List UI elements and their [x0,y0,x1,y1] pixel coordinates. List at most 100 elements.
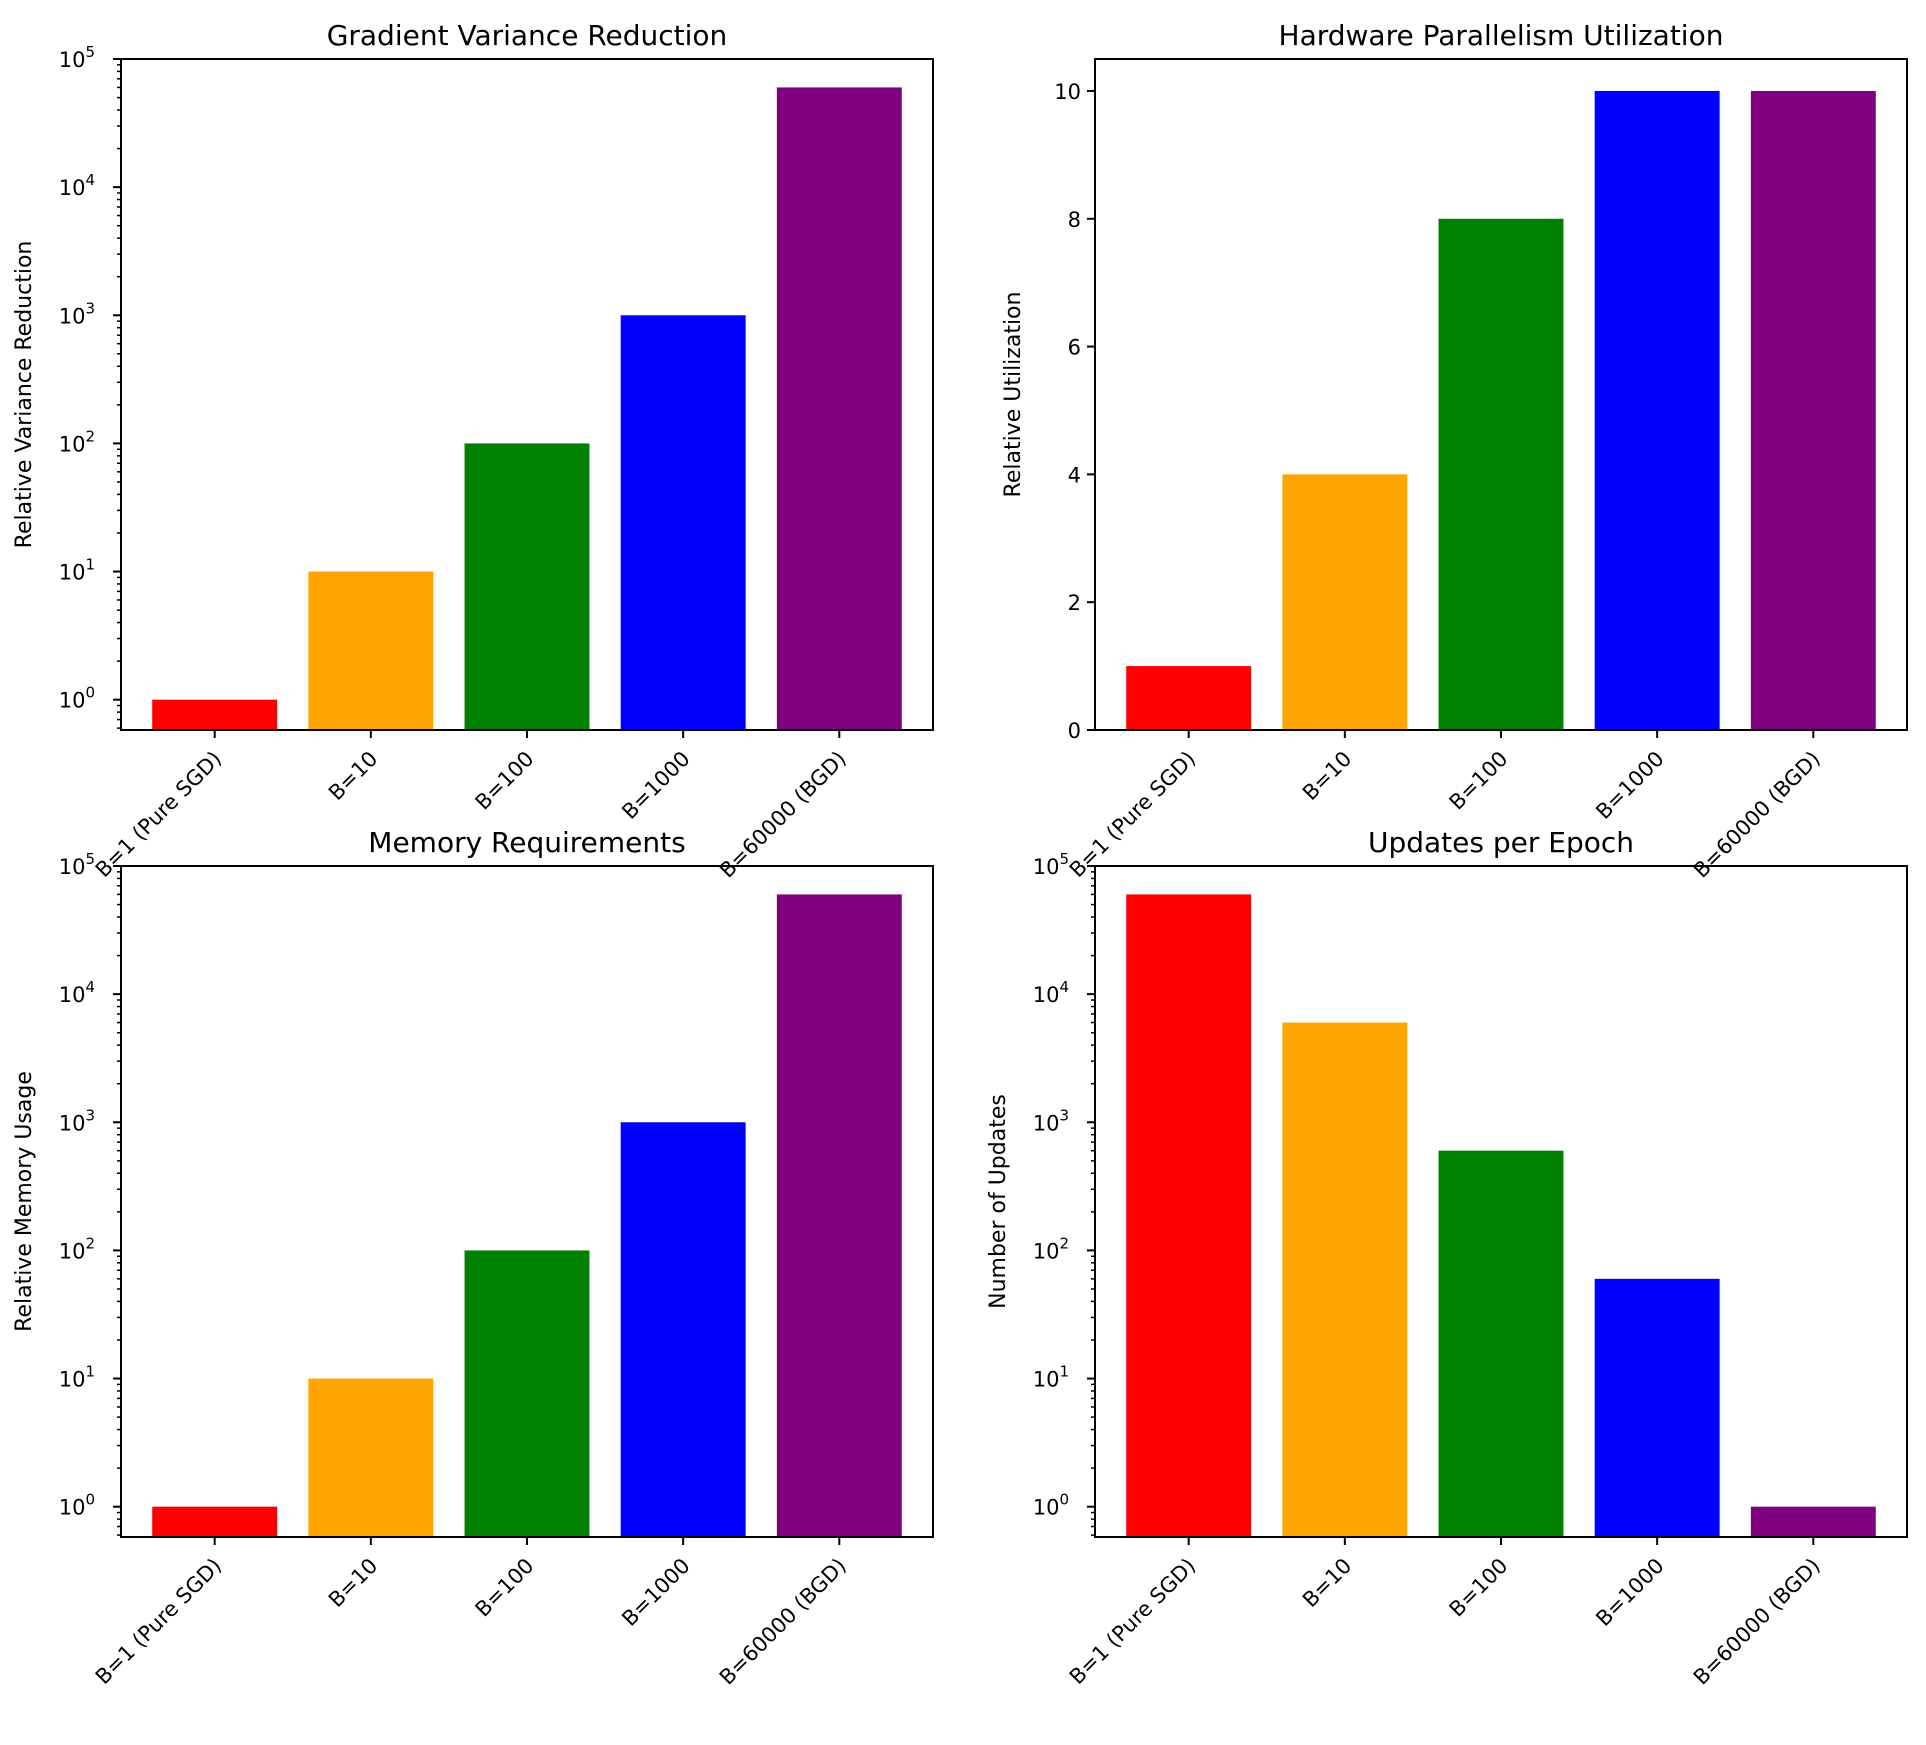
chart-title: Updates per Epoch [1368,826,1634,859]
chart-title: Memory Requirements [368,826,685,859]
y-tick-exponent: 5 [85,43,95,61]
y-tick-base: 10 [1033,855,1060,879]
x-tick-label: B=100 [471,747,539,815]
y-tick-exponent: 3 [85,1106,95,1124]
bar-b-10 [308,571,434,730]
bar-b-1000 [620,1122,746,1537]
y-tick-exponent: 4 [1059,978,1069,996]
y-axis-label: Relative Memory Usage [12,1071,37,1332]
y-tick-label: 8 [1068,208,1081,232]
y-tick-base: 10 [59,48,86,72]
y-tick-exponent: 4 [85,978,95,996]
y-tick-base: 10 [59,304,86,328]
y-tick-exponent: 2 [85,427,95,445]
y-tick-exponent: 0 [1059,1491,1069,1509]
x-tick-label: B=1 (Pure SGD) [91,1554,226,1689]
y-axis-label: Number of Updates [986,1094,1011,1309]
y-tick-base: 10 [59,1368,86,1392]
y-tick-label: 103 [59,1106,95,1135]
y-tick-label: 101 [1033,1363,1069,1392]
chart-title: Hardware Parallelism Utilization [1279,19,1724,52]
y-tick-base: 10 [59,855,86,879]
x-tick-label: B=100 [1445,1554,1513,1622]
bar-b-10 [1282,1022,1408,1537]
y-tick-exponent: 5 [85,850,95,868]
y-tick-label: 102 [1033,1234,1069,1263]
y-tick-base: 10 [59,1111,86,1135]
bar-b-60000-bgd [1750,1506,1876,1537]
bar-b-60000-bgd [776,894,902,1537]
y-tick-base: 10 [59,561,86,585]
x-tick-label: B=10 [324,1554,383,1613]
y-tick-label: 2 [1068,591,1081,615]
y-tick-base: 10 [59,432,86,456]
y-tick-label: 105 [1033,850,1069,879]
bar-b-10 [308,1378,434,1537]
y-tick-base: 10 [1033,1239,1060,1263]
y-tick-base: 10 [1033,983,1060,1007]
y-tick-label: 6 [1068,336,1081,360]
x-tick-label: B=10 [324,747,383,806]
y-axis-label: Relative Utilization [1001,292,1026,498]
y-axis-label: Relative Variance Reduction [12,241,37,549]
y-tick-label: 105 [59,43,95,72]
y-tick-exponent: 3 [85,299,95,317]
x-tick-label: B=100 [1445,747,1513,815]
x-tick-label: B=1000 [1591,747,1668,824]
x-tick-label: B=100 [471,1554,539,1622]
y-tick-base: 10 [59,983,86,1007]
y-tick-base: 10 [59,1496,86,1520]
x-tick-label: B=60000 (BGD) [1689,747,1825,883]
y-tick-label: 104 [1033,978,1069,1007]
bar-b-1000 [1594,90,1720,730]
y-tick-label: 0 [1068,719,1081,743]
bar-b-1-pure-sgd [1126,666,1252,730]
bar-b-60000-bgd [776,87,902,730]
bar-b-1-pure-sgd [152,1506,278,1537]
y-tick-label: 101 [59,1363,95,1392]
y-tick-base: 10 [59,176,86,200]
y-tick-exponent: 2 [85,1234,95,1252]
x-tick-label: B=1000 [1591,1554,1668,1631]
y-tick-label: 103 [59,299,95,328]
y-tick-label: 103 [1033,1106,1069,1135]
y-tick-label: 104 [59,171,95,200]
y-tick-exponent: 0 [85,1491,95,1509]
x-tick-label: B=1000 [617,747,694,824]
y-tick-label: 100 [59,684,95,713]
y-tick-exponent: 0 [85,684,95,702]
y-tick-exponent: 1 [85,1363,95,1381]
y-tick-label: 4 [1068,463,1081,487]
y-tick-label: 100 [1033,1491,1069,1520]
y-tick-exponent: 5 [1059,850,1069,868]
bar-b-1000 [1594,1278,1720,1537]
bar-b-1-pure-sgd [152,699,278,730]
x-tick-label: B=1000 [617,1554,694,1631]
y-tick-label: 101 [59,556,95,585]
y-tick-exponent: 4 [85,171,95,189]
bar-b-60000-bgd [1750,90,1876,730]
y-tick-exponent: 3 [1059,1106,1069,1124]
x-tick-label: B=1 (Pure SGD) [1065,747,1200,882]
y-tick-base: 10 [1033,1111,1060,1135]
x-tick-label: B=1 (Pure SGD) [91,747,226,882]
x-tick-label: B=60000 (BGD) [715,747,851,883]
x-tick-label: B=10 [1298,1554,1357,1613]
y-tick-base: 10 [1033,1496,1060,1520]
y-tick-label: 105 [59,850,95,879]
chart-title: Gradient Variance Reduction [327,19,728,52]
bar-b-100 [1438,218,1564,730]
bar-b-100 [464,1250,590,1537]
bar-b-10 [1282,474,1408,730]
bar-b-100 [1438,1150,1564,1537]
bar-b-1000 [620,315,746,730]
x-tick-label: B=60000 (BGD) [1689,1554,1825,1690]
y-tick-label: 104 [59,978,95,1007]
y-tick-exponent: 1 [1059,1363,1069,1381]
bar-b-100 [464,443,590,730]
y-tick-base: 10 [59,689,86,713]
